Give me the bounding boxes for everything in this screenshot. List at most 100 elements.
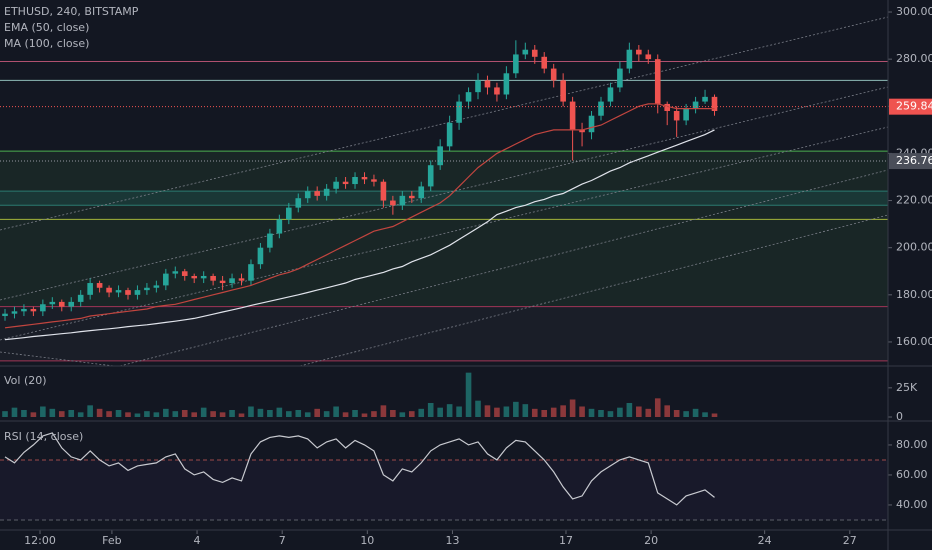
price-label: 236.76: [896, 154, 932, 167]
volume-bar: [68, 410, 75, 417]
candle-body: [286, 207, 292, 220]
volume-bar: [144, 411, 150, 417]
candle-body: [579, 129, 585, 133]
volume-bar: [163, 408, 169, 417]
y-tick-label: 25K: [896, 381, 918, 394]
volume-bar: [664, 405, 671, 417]
volume-bar: [77, 412, 84, 417]
candle-body: [617, 68, 623, 88]
x-tick-label: 4: [194, 534, 201, 547]
candle-body: [352, 176, 358, 185]
volume-bar: [418, 408, 425, 417]
volume-bar: [210, 411, 216, 417]
candle-body: [333, 181, 339, 189]
volume-bar: [598, 410, 604, 417]
y-tick-label: 80.00: [896, 438, 928, 451]
candle-body: [711, 96, 718, 112]
volume-bar: [550, 407, 557, 417]
volume-bar: [531, 408, 538, 417]
volume-bar: [541, 410, 548, 417]
y-tick-label: 160.00: [896, 335, 932, 348]
volume-bar: [248, 406, 254, 417]
volume-bar: [626, 403, 633, 417]
volume-bar: [2, 411, 8, 417]
candle-body: [541, 56, 548, 69]
candle-body: [115, 290, 122, 293]
candle-body: [96, 283, 103, 288]
volume-bar: [191, 412, 198, 417]
volume-bar: [267, 410, 273, 417]
y-tick-label: 60.00: [896, 468, 928, 481]
volume-bar: [30, 412, 37, 417]
candle-body: [475, 80, 481, 93]
candle-body: [456, 101, 462, 123]
y-tick-label: 200.00: [896, 241, 932, 254]
candle-body: [692, 101, 699, 109]
x-tick-label: 24: [758, 534, 772, 547]
price-label-box: [889, 153, 932, 170]
volume-bar: [181, 410, 188, 417]
legend-entry: EMA (50, close): [4, 21, 89, 34]
volume-bar: [229, 410, 235, 417]
candle-body: [513, 54, 519, 74]
candle-body: [588, 115, 595, 133]
candle-body: [408, 195, 415, 199]
candle-body: [11, 311, 18, 314]
volume-bar: [399, 412, 406, 417]
volume-bar: [96, 408, 103, 417]
volume-bar: [286, 411, 292, 417]
volume-bar: [465, 372, 472, 417]
y-tick-label: 180.00: [896, 288, 932, 301]
candle-body: [702, 96, 708, 102]
volume-bar: [49, 408, 56, 417]
legend-entry: MA (100, close): [4, 37, 89, 50]
candle-body: [446, 122, 453, 147]
volume-bar: [456, 406, 462, 417]
candle-body: [494, 87, 500, 95]
volume-bar: [607, 411, 614, 417]
candle-body: [181, 271, 188, 276]
volume-bar: [11, 407, 18, 417]
candle-body: [40, 304, 46, 312]
candle-body: [626, 49, 633, 69]
volume-bar: [390, 410, 396, 417]
candle-body: [49, 301, 56, 305]
candle-body: [30, 308, 37, 312]
candle-body: [21, 308, 27, 312]
volume-bar: [427, 403, 434, 417]
candle-body: [125, 290, 131, 295]
candle-body: [418, 186, 425, 199]
x-tick-label: 20: [644, 534, 658, 547]
y-tick-label: 0: [896, 410, 903, 423]
volume-bar: [522, 404, 529, 417]
volume-bar: [513, 401, 519, 417]
price-zone: [0, 151, 888, 307]
volume-bar: [323, 411, 330, 417]
chart-title: ETHUSD, 240, BITSTAMP: [4, 5, 139, 18]
price-zone: [0, 307, 888, 361]
candle-body: [144, 287, 150, 291]
candle-body: [636, 49, 642, 55]
volume-bar: [475, 400, 481, 417]
candle-body: [210, 275, 216, 281]
volume-bar: [21, 410, 27, 417]
candle-body: [531, 49, 538, 57]
candle-body: [238, 278, 245, 281]
candle-body: [598, 101, 604, 116]
volume-bar: [333, 406, 339, 417]
volume-bar: [503, 406, 510, 417]
candle-body: [437, 146, 443, 166]
volume-bar: [446, 404, 453, 417]
volume-bar: [238, 413, 245, 417]
volume-bar: [295, 410, 302, 417]
volume-bar: [588, 408, 595, 417]
candle-body: [427, 165, 434, 187]
candle-body: [200, 275, 207, 279]
y-tick-label: 220.00: [896, 194, 932, 207]
candle-body: [77, 294, 84, 302]
volume-bar: [58, 411, 65, 417]
candle-body: [664, 103, 671, 112]
candle-body: [673, 111, 680, 121]
volume-bar: [219, 412, 226, 417]
